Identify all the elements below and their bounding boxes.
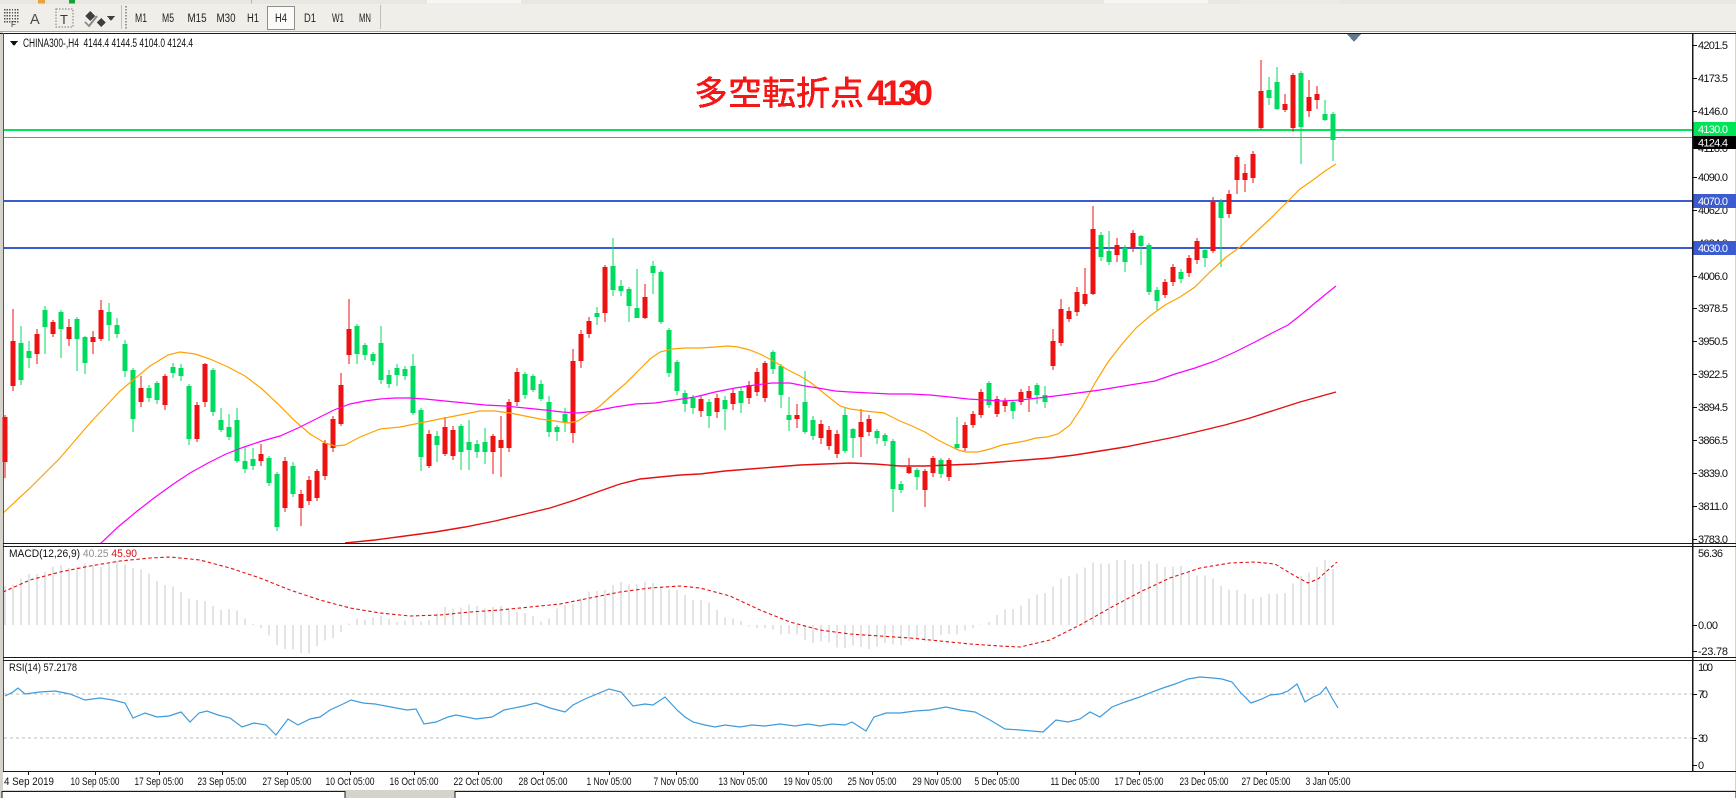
svg-text:4130.0: 4130.0 xyxy=(1698,124,1728,136)
svg-text:30: 30 xyxy=(1698,733,1708,745)
svg-text:4124.4: 4124.4 xyxy=(1698,138,1728,150)
svg-text:MACD(12,26,9) 40.25 45.90: MACD(12,26,9) 40.25 45.90 xyxy=(9,548,137,560)
svg-text:4 Sep 2019: 4 Sep 2019 xyxy=(4,776,54,788)
svg-text:0.00: 0.00 xyxy=(1698,620,1718,632)
svg-text:T: T xyxy=(60,12,68,27)
svg-text:M1: M1 xyxy=(135,13,147,25)
svg-text:23 Dec 05:00: 23 Dec 05:00 xyxy=(1180,776,1229,788)
svg-text:F: F xyxy=(11,20,16,29)
svg-text:4130: 4130 xyxy=(867,74,933,113)
svg-text:4030.0: 4030.0 xyxy=(1698,243,1728,255)
svg-text:H4: H4 xyxy=(275,13,287,25)
svg-text:3922.5: 3922.5 xyxy=(1698,369,1728,381)
svg-text:4146.0: 4146.0 xyxy=(1698,106,1728,118)
svg-text:3950.5: 3950.5 xyxy=(1698,336,1728,348)
svg-text:70: 70 xyxy=(1698,689,1708,701)
svg-text:3811.0: 3811.0 xyxy=(1698,501,1728,513)
svg-text:19 Nov 05:00: 19 Nov 05:00 xyxy=(784,776,833,788)
svg-text:A: A xyxy=(30,12,40,28)
svg-text:10 Sep 05:00: 10 Sep 05:00 xyxy=(71,776,120,788)
svg-text:5 Dec 05:00: 5 Dec 05:00 xyxy=(975,776,1020,788)
svg-text:4173.5: 4173.5 xyxy=(1698,73,1728,85)
svg-text:M5: M5 xyxy=(162,13,174,25)
svg-text:25 Nov 05:00: 25 Nov 05:00 xyxy=(848,776,897,788)
svg-text:29 Nov 05:00: 29 Nov 05:00 xyxy=(913,776,962,788)
svg-text:27 Sep 05:00: 27 Sep 05:00 xyxy=(263,776,312,788)
svg-text:4090.0: 4090.0 xyxy=(1698,172,1728,184)
svg-text:7 Nov 05:00: 7 Nov 05:00 xyxy=(654,776,699,788)
svg-text:23 Sep 05:00: 23 Sep 05:00 xyxy=(198,776,247,788)
svg-text:13 Nov 05:00: 13 Nov 05:00 xyxy=(719,776,768,788)
svg-text:3783.0: 3783.0 xyxy=(1698,534,1728,546)
svg-text:17 Dec 05:00: 17 Dec 05:00 xyxy=(1115,776,1164,788)
svg-text:-23.78: -23.78 xyxy=(1698,646,1728,658)
svg-text:M30: M30 xyxy=(217,13,236,25)
svg-text:RSI(14) 57.2178: RSI(14) 57.2178 xyxy=(9,662,77,674)
svg-text:H1: H1 xyxy=(247,13,259,25)
svg-text:4070.0: 4070.0 xyxy=(1698,196,1728,208)
svg-text:22 Oct 05:00: 22 Oct 05:00 xyxy=(454,776,503,788)
svg-text:1 Nov 05:00: 1 Nov 05:00 xyxy=(587,776,632,788)
svg-text:17 Sep 05:00: 17 Sep 05:00 xyxy=(135,776,184,788)
svg-text:D1: D1 xyxy=(304,13,316,25)
svg-text:3894.5: 3894.5 xyxy=(1698,402,1728,414)
svg-text:3978.5: 3978.5 xyxy=(1698,303,1728,315)
svg-text:28 Oct 05:00: 28 Oct 05:00 xyxy=(519,776,568,788)
svg-text:11 Dec 05:00: 11 Dec 05:00 xyxy=(1051,776,1100,788)
svg-text:16 Oct 05:00: 16 Oct 05:00 xyxy=(390,776,439,788)
svg-text:3839.0: 3839.0 xyxy=(1698,468,1728,480)
svg-text:27 Dec 05:00: 27 Dec 05:00 xyxy=(1242,776,1291,788)
svg-text:W1: W1 xyxy=(332,13,344,25)
svg-text:10 Oct 05:00: 10 Oct 05:00 xyxy=(326,776,375,788)
svg-text:M15: M15 xyxy=(188,13,207,25)
svg-text:3866.5: 3866.5 xyxy=(1698,435,1728,447)
svg-text:CHINA300-,H4 4144.4 4144.5 41: CHINA300-,H4 4144.4 4144.5 4104.0 4124.4 xyxy=(23,38,193,50)
svg-text:MN: MN xyxy=(359,13,371,25)
svg-text:4006.0: 4006.0 xyxy=(1698,271,1728,283)
svg-text:3 Jan 05:00: 3 Jan 05:00 xyxy=(1306,776,1351,788)
svg-text:100: 100 xyxy=(1698,662,1713,674)
svg-text:56.36: 56.36 xyxy=(1698,548,1723,560)
svg-text:4201.5: 4201.5 xyxy=(1698,40,1728,52)
svg-text:0: 0 xyxy=(1698,760,1704,772)
